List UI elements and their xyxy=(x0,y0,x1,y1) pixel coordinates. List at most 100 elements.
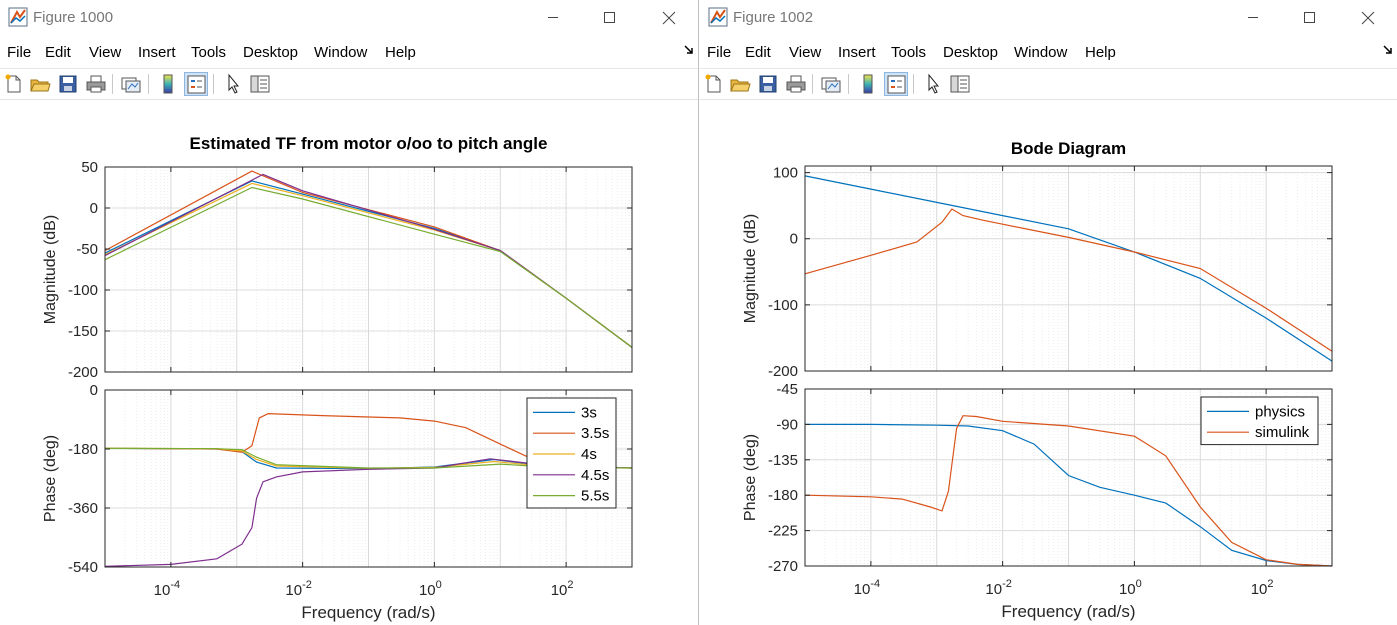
close-button[interactable] xyxy=(646,0,692,35)
x-tick-label: 102 xyxy=(1251,578,1274,598)
menu-view[interactable]: View xyxy=(89,44,122,61)
menu-window[interactable]: Window xyxy=(1014,44,1068,61)
menu-help[interactable]: Help xyxy=(1085,44,1116,61)
property-inspector-icon[interactable] xyxy=(248,72,272,96)
y-tick-label: -225 xyxy=(768,523,798,540)
print-icon[interactable] xyxy=(784,72,808,96)
figure-canvas: Estimated TF from motor o/oo to pitch an… xyxy=(0,100,698,625)
menu-window[interactable]: Window xyxy=(314,44,368,61)
y-tick-label: -270 xyxy=(768,558,798,575)
minimize-button[interactable] xyxy=(1230,0,1276,35)
y-tick-label: -180 xyxy=(68,441,98,458)
minimize-button[interactable] xyxy=(530,0,576,35)
y-tick-label: -150 xyxy=(68,323,98,340)
menu-desktop[interactable]: Desktop xyxy=(943,44,999,61)
legend-label: 5.5s xyxy=(581,488,609,505)
matlab-figure-icon xyxy=(708,6,728,28)
edit-plot-arrow-icon[interactable] xyxy=(221,72,245,96)
menu-bar: File Edit View Insert Tools Desktop Wind… xyxy=(0,36,698,69)
insert-legend-icon[interactable] xyxy=(884,72,908,96)
y-tick-label: -50 xyxy=(76,241,98,258)
toolbar-separator xyxy=(812,74,813,94)
menu-edit[interactable]: Edit xyxy=(745,44,771,61)
bode-plot-diagram: Bode Diagram 100 0 -100 -200 Magnitude (dB) -4… xyxy=(742,139,1333,621)
y-tick-label: -540 xyxy=(68,559,98,576)
chart-title: Bode Diagram xyxy=(1011,139,1126,158)
title-bar: Figure 1000 xyxy=(0,0,698,35)
series-line-5.5s xyxy=(104,186,633,348)
magnitude-axes: 100 0 -100 -200 Magnitude (dB) xyxy=(742,165,1333,380)
menu-desktop[interactable]: Desktop xyxy=(243,44,299,61)
menu-file[interactable]: File xyxy=(707,44,732,61)
open-file-icon[interactable] xyxy=(28,72,52,96)
new-figure-icon[interactable] xyxy=(702,72,726,96)
edit-plot-arrow-icon[interactable] xyxy=(921,72,945,96)
y-axis-label: Magnitude (dB) xyxy=(742,214,759,323)
chart-title: Estimated TF from motor o/oo to pitch an… xyxy=(190,134,548,153)
dock-arrow-icon[interactable] xyxy=(684,45,694,58)
figure-toolbar xyxy=(0,69,698,100)
save-icon[interactable] xyxy=(56,72,80,96)
series-line-5.5s xyxy=(104,447,633,469)
legend-box xyxy=(1200,396,1319,446)
maximize-button[interactable] xyxy=(587,0,633,35)
print-icon[interactable] xyxy=(84,72,108,96)
link-plot-icon[interactable] xyxy=(819,72,843,96)
legend-label: 4s xyxy=(581,446,597,463)
window-title: Figure 1002 xyxy=(733,9,814,26)
axes-box xyxy=(104,166,633,373)
maximize-button[interactable] xyxy=(1287,0,1333,35)
y-axis-label: Magnitude (dB) xyxy=(42,215,59,324)
series-line-simulink xyxy=(804,208,1333,352)
y-tick-label: 50 xyxy=(81,159,98,176)
y-tick-label: -90 xyxy=(776,416,798,433)
insert-colorbar-icon[interactable] xyxy=(156,72,180,96)
axes-box xyxy=(104,389,633,568)
y-tick-label: -100 xyxy=(768,297,798,314)
menu-tools[interactable]: Tools xyxy=(191,44,227,61)
legend-label: physics xyxy=(1255,403,1305,420)
legend-label: 3.5s xyxy=(581,425,609,442)
y-tick-label: -200 xyxy=(768,363,798,380)
menu-view[interactable]: View xyxy=(789,44,822,61)
legend-label: 4.5s xyxy=(581,467,609,484)
menu-edit[interactable]: Edit xyxy=(45,44,71,61)
x-tick-label: 10-4 xyxy=(854,578,880,598)
link-plot-icon[interactable] xyxy=(119,72,143,96)
series-line-4.5s xyxy=(104,458,633,567)
new-figure-icon[interactable] xyxy=(2,72,26,96)
save-icon[interactable] xyxy=(756,72,780,96)
series-line-simulink xyxy=(804,415,1333,567)
menu-insert[interactable]: Insert xyxy=(138,44,176,61)
menu-help[interactable]: Help xyxy=(385,44,416,61)
y-tick-label: -135 xyxy=(768,452,798,469)
y-tick-label: -200 xyxy=(68,364,98,381)
y-axis-label: Phase (deg) xyxy=(42,435,59,522)
y-tick-label: 0 xyxy=(90,382,98,399)
x-axis-label: Frequency (rad/s) xyxy=(301,603,435,622)
series-line-physics xyxy=(805,423,1333,567)
toolbar-separator xyxy=(913,74,914,94)
legend-label: simulink xyxy=(1255,424,1310,441)
phase-axes: -45 -90 -135 -180 -225 -270 Phase (deg) 10-4 10-… xyxy=(742,381,1333,621)
insert-colorbar-icon[interactable] xyxy=(856,72,880,96)
toolbar-separator xyxy=(213,74,214,94)
y-tick-label: 0 xyxy=(90,200,98,217)
x-tick-label: 100 xyxy=(419,579,442,599)
y-axis-label: Phase (deg) xyxy=(742,434,759,521)
menu-bar: File Edit View Insert Tools Desktop Wind… xyxy=(700,36,1397,69)
property-inspector-icon[interactable] xyxy=(948,72,972,96)
y-tick-label: -100 xyxy=(68,282,98,299)
legend-label: 3s xyxy=(581,404,597,421)
y-tick-label: -180 xyxy=(768,487,798,504)
menu-file[interactable]: File xyxy=(7,44,32,61)
y-tick-label: 100 xyxy=(773,165,798,182)
toolbar-separator xyxy=(848,74,849,94)
bode-plot-estimated-tf: Estimated TF from motor o/oo to pitch an… xyxy=(42,134,633,622)
open-file-icon[interactable] xyxy=(728,72,752,96)
menu-insert[interactable]: Insert xyxy=(838,44,876,61)
menu-tools[interactable]: Tools xyxy=(891,44,927,61)
close-button[interactable] xyxy=(1345,0,1391,35)
insert-legend-icon[interactable] xyxy=(184,72,208,96)
dock-arrow-icon[interactable] xyxy=(1383,45,1393,58)
